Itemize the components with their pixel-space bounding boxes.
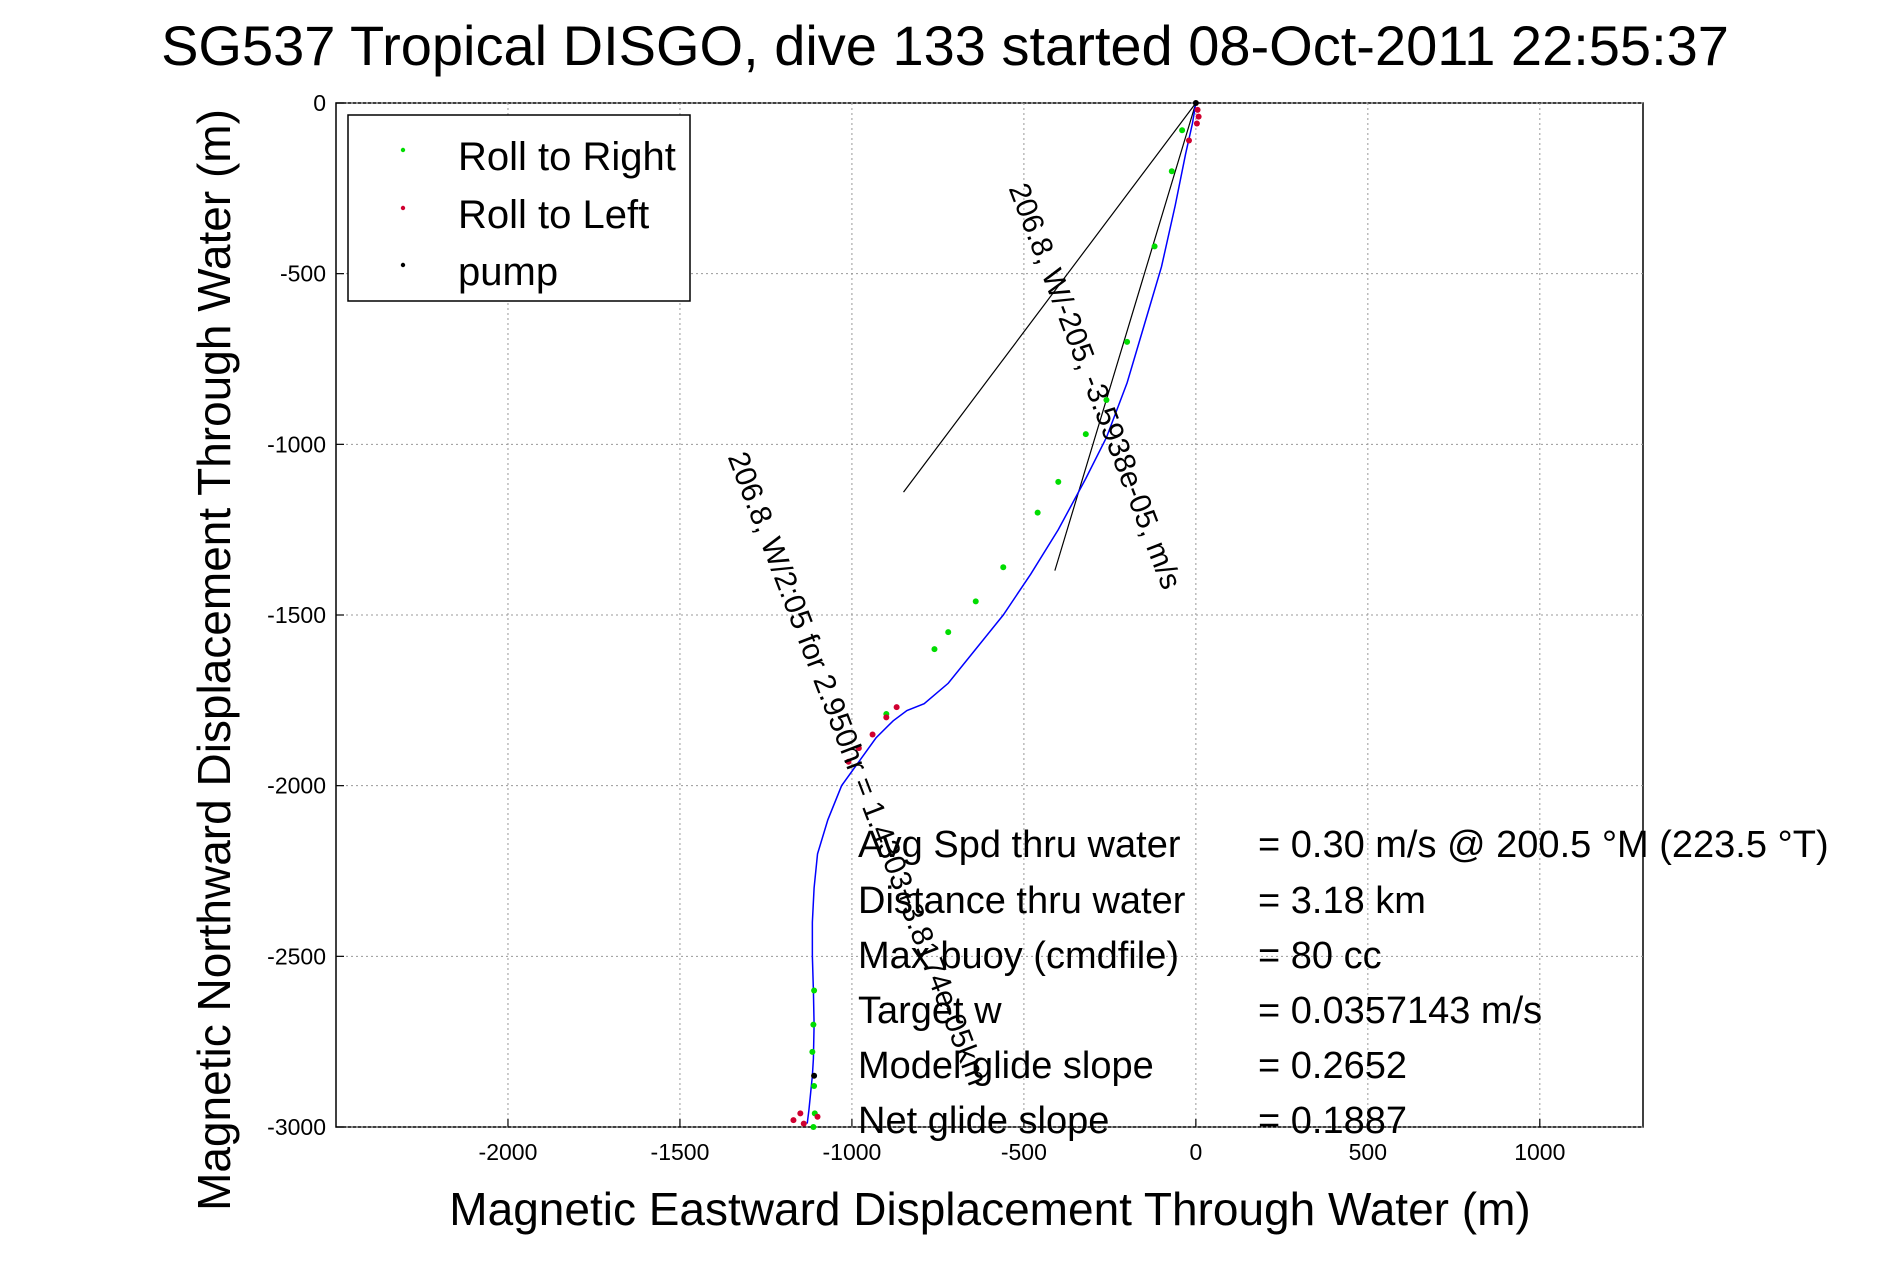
roll-right-point	[1055, 478, 1062, 485]
roll-left-point	[855, 745, 862, 752]
roll-right-point	[811, 987, 818, 994]
x-tick-labels: -2000 -1500 -1000 -500 0 500 1000	[479, 1139, 1566, 1165]
stat-value-avg-speed: = 0.30 m/s @ 200.5 °M (223.5 °T)	[1258, 824, 1829, 866]
roll-left-point	[1195, 113, 1202, 120]
roll-left-point	[797, 1110, 804, 1117]
roll-right-point	[811, 1083, 818, 1090]
dive-track	[806, 102, 1197, 1124]
dive-statistics: Avg Spd thru water = 0.30 m/s @ 200.5 °M…	[858, 824, 1829, 1142]
roll-right-point	[931, 646, 938, 653]
roll-left-point	[883, 714, 890, 721]
legend-marker-roll-left	[400, 205, 406, 211]
y-tick-label: 0	[313, 90, 326, 116]
legend-marker-roll-right	[400, 147, 406, 153]
roll-left-point	[1193, 120, 1200, 127]
roll-left-point	[869, 731, 876, 738]
legend: Roll to Right Roll to Left pump	[347, 114, 691, 302]
y-tick-label: -2500	[267, 943, 326, 969]
legend-label-roll-right: Roll to Right	[458, 135, 676, 179]
x-tick-label: -1500	[651, 1139, 710, 1165]
roll-left-point	[1185, 137, 1192, 144]
roll-left-point	[800, 1120, 807, 1127]
stat-value-model-glide: = 0.2652	[1258, 1045, 1407, 1087]
heading-line	[903, 102, 1197, 493]
stat-label-distance: Distance thru water	[858, 880, 1186, 922]
stat-label-model-glide: Model glide slope	[858, 1045, 1154, 1087]
roll-left-point	[814, 1113, 821, 1120]
x-tick-label: -1000	[823, 1139, 882, 1165]
x-tick-label: 1000	[1514, 1139, 1565, 1165]
y-axis-label: Magnetic Northward Displacement Through …	[188, 109, 240, 1211]
roll-right-point	[810, 1021, 817, 1028]
y-tick-label: -1500	[267, 602, 326, 628]
pump-point	[811, 1072, 818, 1079]
y-tick-label: -2000	[267, 773, 326, 799]
roll-right-point	[1000, 564, 1007, 571]
roll-right-point	[1151, 243, 1158, 250]
roll-right-point	[1034, 509, 1041, 516]
stat-label-avg-speed: Avg Spd thru water	[858, 824, 1181, 866]
pump-point	[1192, 100, 1199, 106]
roll-right-point	[972, 598, 979, 605]
legend-label-pump: pump	[458, 250, 558, 294]
x-axis-label: Magnetic Eastward Displacement Through W…	[449, 1183, 1530, 1235]
x-tick-label: -2000	[479, 1139, 538, 1165]
stat-label-net-glide: Net glide slope	[858, 1100, 1109, 1142]
y-tick-label: -3000	[267, 1114, 326, 1140]
roll-left-point	[790, 1117, 797, 1124]
stat-value-distance: = 3.18 km	[1258, 880, 1426, 922]
x-tick-label: -500	[1001, 1139, 1047, 1165]
roll-right-point	[810, 1124, 817, 1130]
legend-label-roll-left: Roll to Left	[458, 193, 649, 237]
y-tick-labels: 0 -500 -1000 -1500 -2000 -2500 -3000	[267, 90, 326, 1140]
y-tick-label: -1000	[267, 431, 326, 457]
roll-right-point	[1103, 396, 1110, 403]
stat-label-max-buoy: Max buoy (cmdfile)	[858, 935, 1179, 977]
stat-value-target-w: = 0.0357143 m/s	[1258, 990, 1542, 1032]
x-tick-label: 500	[1349, 1139, 1387, 1165]
roll-right-point	[809, 1048, 816, 1055]
roll-right-point	[945, 629, 952, 636]
roll-left-point	[845, 758, 852, 765]
y-tick-label: -500	[280, 261, 326, 287]
legend-marker-pump	[400, 262, 406, 268]
roll-right-point	[1168, 168, 1175, 175]
stat-label-target-w: Target w	[858, 990, 1002, 1032]
stat-value-max-buoy: = 80 cc	[1258, 935, 1382, 977]
roll-left-point	[1194, 106, 1201, 113]
chart-title: SG537 Tropical DISGO, dive 133 started 0…	[161, 14, 1729, 77]
track-line	[806, 102, 1197, 1124]
x-tick-label: 0	[1189, 1139, 1202, 1165]
roll-right-point	[1179, 127, 1186, 134]
roll-left-point	[893, 704, 900, 711]
roll-right-point	[1082, 431, 1089, 438]
stat-value-net-glide: = 0.1887	[1258, 1100, 1407, 1142]
track-points	[790, 100, 1202, 1130]
roll-right-point	[1124, 338, 1131, 345]
